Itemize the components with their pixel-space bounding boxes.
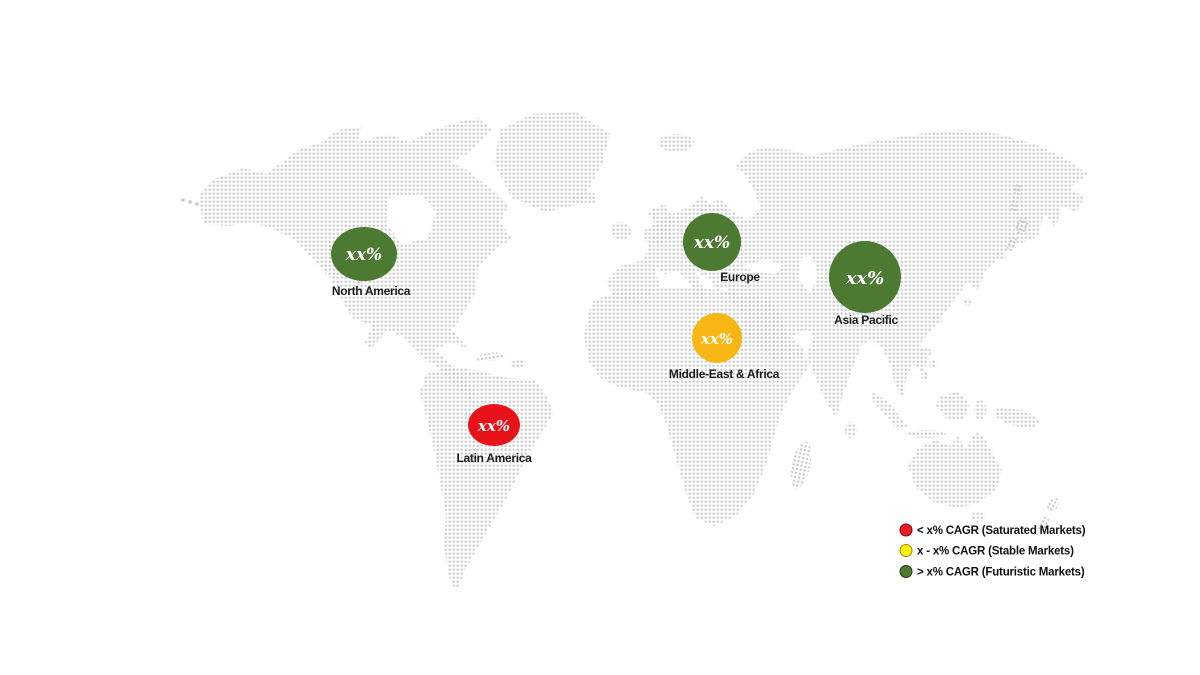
legend-label-stable: x - x% CAGR (Stable Markets)	[917, 546, 1074, 558]
world-map	[181, 112, 1088, 592]
continent-south-america	[420, 366, 553, 592]
new-zealand-islands	[1037, 497, 1059, 532]
bubble-asia-pacific-circle	[829, 241, 901, 313]
legend-dot-saturated	[899, 523, 913, 537]
island-cuba	[475, 352, 505, 362]
philippine-islands	[921, 347, 937, 380]
bubble-europe-label: Europe	[720, 270, 760, 284]
region-bubbles: xx% North America xx% Europe xx% Asia Pa…	[331, 213, 901, 465]
bubble-europe-value: xx%	[693, 233, 730, 253]
bubble-latin-america-value: xx%	[477, 417, 510, 435]
continent-australia	[908, 432, 1002, 508]
island-sri-lanka	[845, 422, 857, 438]
island-madagascar	[790, 441, 812, 489]
indonesia-islands	[872, 392, 1040, 438]
island-ireland	[611, 222, 631, 240]
bubble-europe: xx% Europe	[683, 213, 761, 284]
bubble-asia-pacific-label: Asia Pacific	[834, 313, 898, 327]
bubble-asia-pacific: xx% Asia Pacific	[829, 241, 901, 327]
legend-dot-futuristic	[899, 565, 913, 578]
aleutian-islands	[181, 198, 199, 206]
legend-dot-stable	[899, 544, 913, 557]
island-iceland	[573, 191, 597, 205]
legend-label-saturated: < x% CAGR (Saturated Markets)	[917, 525, 1086, 537]
bubble-middle-east-africa-circle	[692, 313, 742, 363]
cagr-legend: < x% CAGR (Saturated Markets) x - x% CAG…	[899, 523, 1086, 579]
continent-africa	[584, 288, 810, 526]
bubble-latin-america-circle	[468, 404, 520, 446]
island-hispaniola	[510, 360, 526, 368]
bubble-north-america-label: North America	[332, 284, 411, 298]
bubble-latin-america-label: Latin America	[456, 451, 532, 465]
legend-label-futuristic: > x% CAGR (Futuristic Markets)	[917, 567, 1085, 579]
bubble-latin-america: xx% Latin America	[456, 404, 532, 465]
bubble-middle-east-africa-label: Middle-East & Africa	[669, 367, 780, 381]
legend-item-saturated: < x% CAGR (Saturated Markets)	[899, 523, 1086, 537]
bubble-north-america: xx% North America	[331, 227, 411, 298]
continent-greenland	[494, 112, 610, 212]
bubble-middle-east-africa: xx% Middle-East & Africa	[669, 313, 780, 381]
bubble-asia-pacific-value: xx%	[845, 268, 885, 289]
island-tasmania	[971, 512, 985, 522]
bubble-europe-circle	[683, 213, 741, 271]
bubble-north-america-value: xx%	[345, 245, 382, 265]
japan-islands	[998, 183, 1029, 260]
island-hainan	[934, 316, 942, 324]
island-svalbard	[658, 134, 694, 152]
island-taiwan	[964, 298, 972, 306]
legend-item-stable: x - x% CAGR (Stable Markets)	[899, 544, 1074, 558]
bubble-middle-east-africa-value: xx%	[700, 330, 733, 348]
bubble-north-america-circle	[331, 227, 397, 281]
legend-item-futuristic: > x% CAGR (Futuristic Markets)	[899, 565, 1085, 579]
